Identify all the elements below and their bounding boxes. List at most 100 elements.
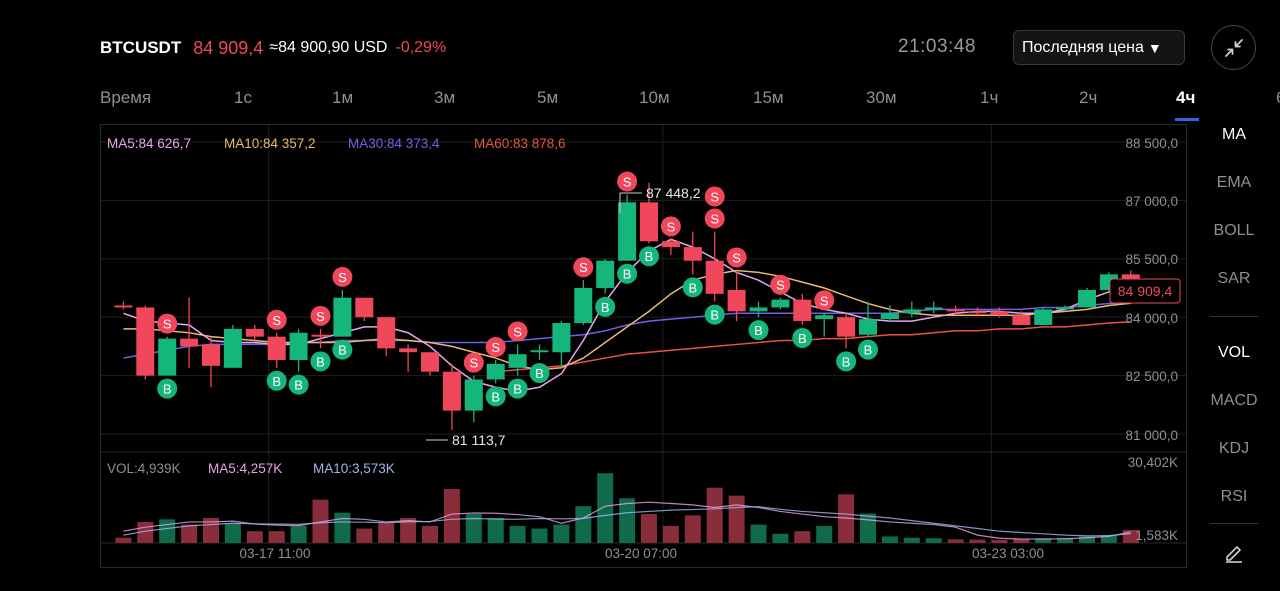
last-price-tag: 84 909,4 [1118, 283, 1173, 299]
last-price: 84 909,4 [193, 37, 264, 58]
candle-body [223, 328, 242, 368]
volume-bars [115, 473, 1139, 543]
candle-body [442, 371, 461, 411]
candle-body [727, 289, 746, 312]
collapse-chart-button[interactable] [1211, 25, 1256, 70]
y-tick-87000: 87 000,0 [1125, 194, 1178, 209]
y-tick-88500: 88 500,0 [1125, 136, 1178, 151]
candle-body [902, 309, 921, 314]
sell-signal-letter: S [710, 190, 719, 205]
volume-bar [465, 514, 482, 543]
ma60-line [495, 321, 1131, 373]
tab-3m[interactable]: 3м [434, 88, 456, 107]
volume-bar [903, 537, 920, 543]
buy-signal [858, 339, 878, 360]
tab-30m[interactable]: 30м [866, 88, 897, 107]
volume-bar [575, 506, 592, 543]
tab-1h[interactable]: 1ч [980, 88, 999, 107]
volume-bar [334, 512, 351, 543]
volume-bar [772, 533, 789, 543]
tab-4h[interactable]: 4ч [1176, 88, 1196, 107]
buy-signal [332, 339, 353, 360]
buy-signal-letter: B [316, 354, 325, 369]
tab-5m[interactable]: 5м [537, 88, 559, 107]
ticker-header: BTCUSDT 84 909,4 ≈84 900,90 USD -0,29% [100, 30, 446, 66]
sell-signal [617, 171, 638, 192]
tab-6h[interactable]: 6 [1276, 88, 1280, 108]
tab-time[interactable]: Время [100, 88, 152, 107]
price-change-percent: -0,29% [395, 39, 447, 56]
volume-bar [1100, 535, 1117, 543]
buy-signal-letter: B [294, 378, 303, 393]
buy-signal-letter: B [513, 382, 522, 397]
volume-bar [991, 539, 1008, 543]
indicator-kdj[interactable]: KDJ [1218, 440, 1250, 457]
candle-body [705, 260, 724, 294]
timeframe-tabs: Время 1с 1м 3м 5м 10м 15м 30м 1ч 2ч 4ч 6 [100, 84, 1280, 121]
volume-bar [356, 528, 373, 543]
candle-body [1012, 315, 1031, 325]
indicator-macd[interactable]: MACD [1210, 392, 1258, 409]
volume-bar [1079, 536, 1095, 543]
candle-body [618, 202, 637, 261]
buy-signal-letter: B [272, 374, 281, 389]
buy-signal [507, 378, 528, 399]
buy-signal [792, 327, 813, 348]
tab-10m[interactable]: 10м [639, 88, 670, 107]
candle-body [1056, 307, 1075, 310]
sell-signal-letter: S [776, 278, 785, 293]
buy-signal-letter: B [601, 300, 610, 315]
indicator-vol[interactable]: VOL [1217, 344, 1250, 361]
indicator-ma[interactable]: MA [1222, 126, 1246, 143]
candle-body [574, 287, 593, 324]
candle-body [311, 334, 330, 337]
symbol-label[interactable]: BTCUSDT [100, 38, 182, 57]
candle-body [968, 311, 987, 314]
candle-body [1034, 309, 1053, 325]
volume-bar [750, 524, 767, 543]
sell-signal-letter: S [469, 356, 478, 371]
tab-1m[interactable]: 1м [332, 88, 354, 107]
candle-body [180, 338, 199, 347]
last-price-tag-box [1109, 278, 1181, 304]
legend-vol: VOL:4,939K [107, 461, 181, 476]
buy-signal-letter: B [623, 267, 632, 282]
price-type-dropdown[interactable]: Последняя цена ▼ [1013, 30, 1185, 65]
x-label-0: 03-17 11:00 [239, 546, 310, 561]
sell-signal [726, 247, 747, 268]
indicator-ema[interactable]: EMA [1216, 174, 1252, 191]
candle-body [990, 311, 1009, 316]
sell-signal-letter: S [623, 175, 632, 190]
candle-body [486, 363, 505, 380]
indicator-sar[interactable]: SAR [1217, 270, 1251, 287]
indicator-boll[interactable]: BOLL [1213, 222, 1255, 239]
y-tick-85500: 85 500,0 [1125, 252, 1178, 267]
candle-body [333, 297, 352, 337]
clock: 21:03:48 [898, 36, 976, 57]
volume-bar [1035, 538, 1052, 543]
legend-ma30: MA30:84 373,4 [348, 136, 440, 151]
volume-bar [684, 515, 701, 543]
candle-body [399, 348, 418, 353]
caret-down-icon: ▼ [1147, 39, 1162, 56]
buy-signal [157, 378, 178, 399]
volume-bar [838, 494, 855, 543]
volume-bar [400, 518, 417, 543]
indicator-rsi[interactable]: RSI [1220, 488, 1248, 505]
tab-2h[interactable]: 2ч [1079, 88, 1098, 107]
collapse-icon [1224, 38, 1243, 57]
volume-bar [312, 499, 329, 543]
candle-body [946, 309, 965, 312]
sell-signal [332, 266, 353, 287]
sell-signal [573, 257, 594, 278]
candle-body [530, 350, 549, 353]
candle-body [859, 319, 877, 335]
buy-signal [704, 304, 725, 325]
tab-15m[interactable]: 15м [753, 88, 784, 107]
draw-tool-button[interactable] [1222, 540, 1246, 564]
y-tick-82500: 82 500,0 [1125, 369, 1178, 384]
tab-1s[interactable]: 1с [234, 88, 252, 107]
candle-body [377, 317, 396, 349]
